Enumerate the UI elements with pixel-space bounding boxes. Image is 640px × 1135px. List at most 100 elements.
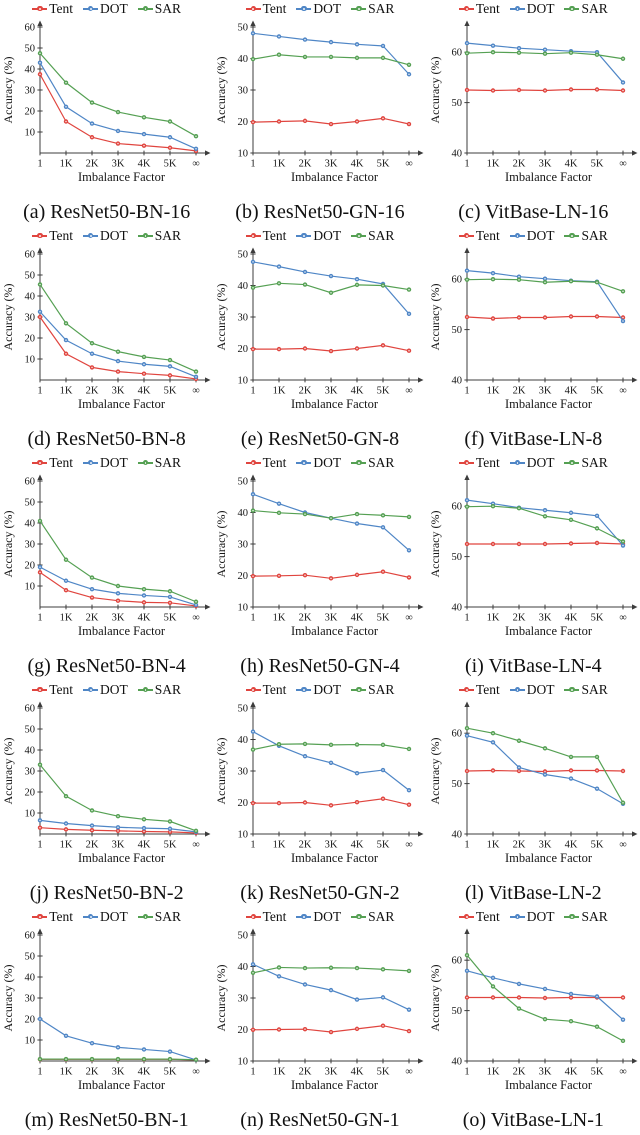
x-tick-label: 3K: [538, 613, 551, 624]
legend-marker-icon: [351, 687, 367, 694]
legend-label: SAR: [368, 682, 395, 697]
y-tick-label: 50: [451, 779, 462, 790]
legend-label: Tent: [49, 228, 74, 243]
y-axis-label: Accuracy (%): [428, 511, 442, 578]
x-tick-label: 1K: [486, 840, 499, 851]
x-tick-label: 1K: [273, 386, 286, 397]
y-tick-label: 50: [451, 98, 462, 109]
x-tick-label: 1K: [273, 1067, 286, 1078]
legend-item-sar: SAR: [351, 455, 394, 471]
legend-label: SAR: [154, 455, 182, 470]
y-tick-label: 40: [25, 972, 36, 983]
x-tick-label: 4K: [351, 840, 364, 851]
chart-plot-8: 10 20 30 40 50 1 1K 2K 3K 4K 5K ∞ Accuracy (%) Imbala…: [214, 474, 424, 638]
chart-cell: Tent DOT SAR 10 20 30 40 50 1 1K 2K 3K 4K 5K ∞ Accuracy…: [213, 0, 426, 227]
chart-plot-11: 10 20 30 40 50 1 1K 2K 3K 4K 5K ∞ Accuracy (%) Imbala…: [214, 701, 424, 865]
x-tick-label: ∞: [192, 1067, 200, 1078]
legend-label: DOT: [100, 909, 128, 924]
x-tick-label: 1: [251, 159, 256, 170]
y-tick-label: 20: [238, 798, 249, 809]
legend-marker-icon: [245, 460, 261, 467]
y-axis-label: Accuracy (%): [428, 57, 442, 124]
y-tick-label: 50: [25, 724, 36, 735]
legend-label: DOT: [313, 1, 342, 16]
legend-marker-icon: [83, 460, 99, 467]
legend-marker-icon: [296, 6, 312, 13]
series-line-dot: [39, 311, 197, 378]
y-tick-label: 10: [238, 829, 249, 840]
legend-item-dot: DOT: [509, 682, 554, 698]
x-tick-label: ∞: [406, 386, 414, 397]
x-tick-label: 1K: [273, 159, 286, 170]
legend-marker-icon: [296, 460, 312, 467]
chart-cell: Tent DOT SAR 10 20 30 40 50 1 1K 2K 3K 4K 5K ∞ Accuracy…: [213, 227, 426, 454]
y-axis-label: Accuracy (%): [1, 965, 15, 1032]
x-tick-label: 5K: [590, 613, 603, 624]
legend-label: Tent: [262, 228, 287, 243]
x-tick-label: 4K: [564, 386, 577, 397]
legend-item-tent: Tent: [32, 682, 73, 698]
legend-label: SAR: [581, 228, 608, 243]
y-tick-label: 10: [238, 602, 249, 613]
x-tick-label: 2K: [512, 159, 525, 170]
x-axis-label: Imbalance Factor: [505, 170, 593, 184]
y-tick-label: 20: [25, 560, 36, 571]
legend-marker-icon: [458, 6, 474, 13]
legend-item-dot: DOT: [296, 228, 341, 244]
y-tick-label: 10: [238, 1056, 249, 1067]
legend-marker-icon: [137, 687, 153, 694]
legend-marker-icon: [296, 687, 312, 694]
chart-caption: (k) ResNet50-GN-2: [240, 882, 400, 904]
x-tick-label: 2K: [86, 159, 99, 170]
y-tick-label: 50: [451, 552, 462, 563]
x-tick-label: 2K: [299, 1067, 312, 1078]
x-tick-label: 3K: [112, 840, 125, 851]
chart-legend: Tent DOT SAR: [32, 682, 181, 698]
x-tick-label: 4K: [351, 1067, 364, 1078]
y-tick-label: 40: [451, 375, 462, 386]
y-tick-label: 50: [25, 951, 36, 962]
chart-caption: (h) ResNet50-GN-4: [240, 655, 400, 677]
y-tick-label: 60: [25, 249, 36, 260]
x-tick-label: ∞: [619, 613, 627, 624]
x-axis-label: Imbalance Factor: [291, 624, 379, 638]
x-axis-label: Imbalance Factor: [505, 1078, 593, 1092]
legend-item-tent: Tent: [458, 228, 500, 244]
x-tick-label: 5K: [590, 840, 603, 851]
legend-label: SAR: [154, 228, 182, 243]
x-tick-label: 2K: [512, 386, 525, 397]
y-tick-label: 40: [451, 602, 462, 613]
legend-marker-icon: [296, 233, 312, 240]
y-tick-label: 40: [25, 745, 36, 756]
legend-item-sar: SAR: [564, 1, 608, 17]
chart-plot-4: 10 20 30 40 50 60 1 1K 2K 3K 4K 5K ∞ Accuracy (%) Imba…: [1, 247, 211, 411]
legend-marker-icon: [32, 460, 48, 467]
y-tick-label: 20: [238, 117, 249, 128]
x-tick-label: 2K: [512, 840, 525, 851]
x-tick-label: 5K: [377, 840, 390, 851]
y-tick-label: 60: [25, 476, 36, 487]
chart-legend: Tent DOT SAR: [32, 455, 181, 471]
chart-legend: Tent DOT SAR: [32, 1, 181, 17]
legend-item-dot: DOT: [83, 1, 128, 17]
y-tick-label: 50: [238, 930, 249, 941]
legend-marker-icon: [137, 914, 153, 921]
legend-label: Tent: [262, 682, 287, 697]
legend-label: SAR: [368, 455, 395, 470]
x-tick-label: ∞: [192, 840, 200, 851]
legend-label: SAR: [581, 682, 608, 697]
legend-label: SAR: [154, 682, 182, 697]
legend-marker-icon: [564, 6, 580, 13]
x-tick-label: 1: [251, 613, 256, 624]
y-axis-label: Accuracy (%): [214, 284, 228, 351]
legend-item-tent: Tent: [245, 1, 286, 17]
x-tick-label: 2K: [299, 386, 312, 397]
legend-item-tent: Tent: [32, 228, 73, 244]
y-tick-label: 10: [25, 127, 36, 138]
y-tick-label: 50: [25, 43, 36, 54]
y-tick-label: 40: [238, 508, 249, 519]
x-tick-label: 1: [464, 386, 469, 397]
y-tick-label: 60: [451, 956, 462, 967]
x-axis-label: Imbalance Factor: [291, 1078, 379, 1092]
legend-label: DOT: [526, 909, 555, 924]
